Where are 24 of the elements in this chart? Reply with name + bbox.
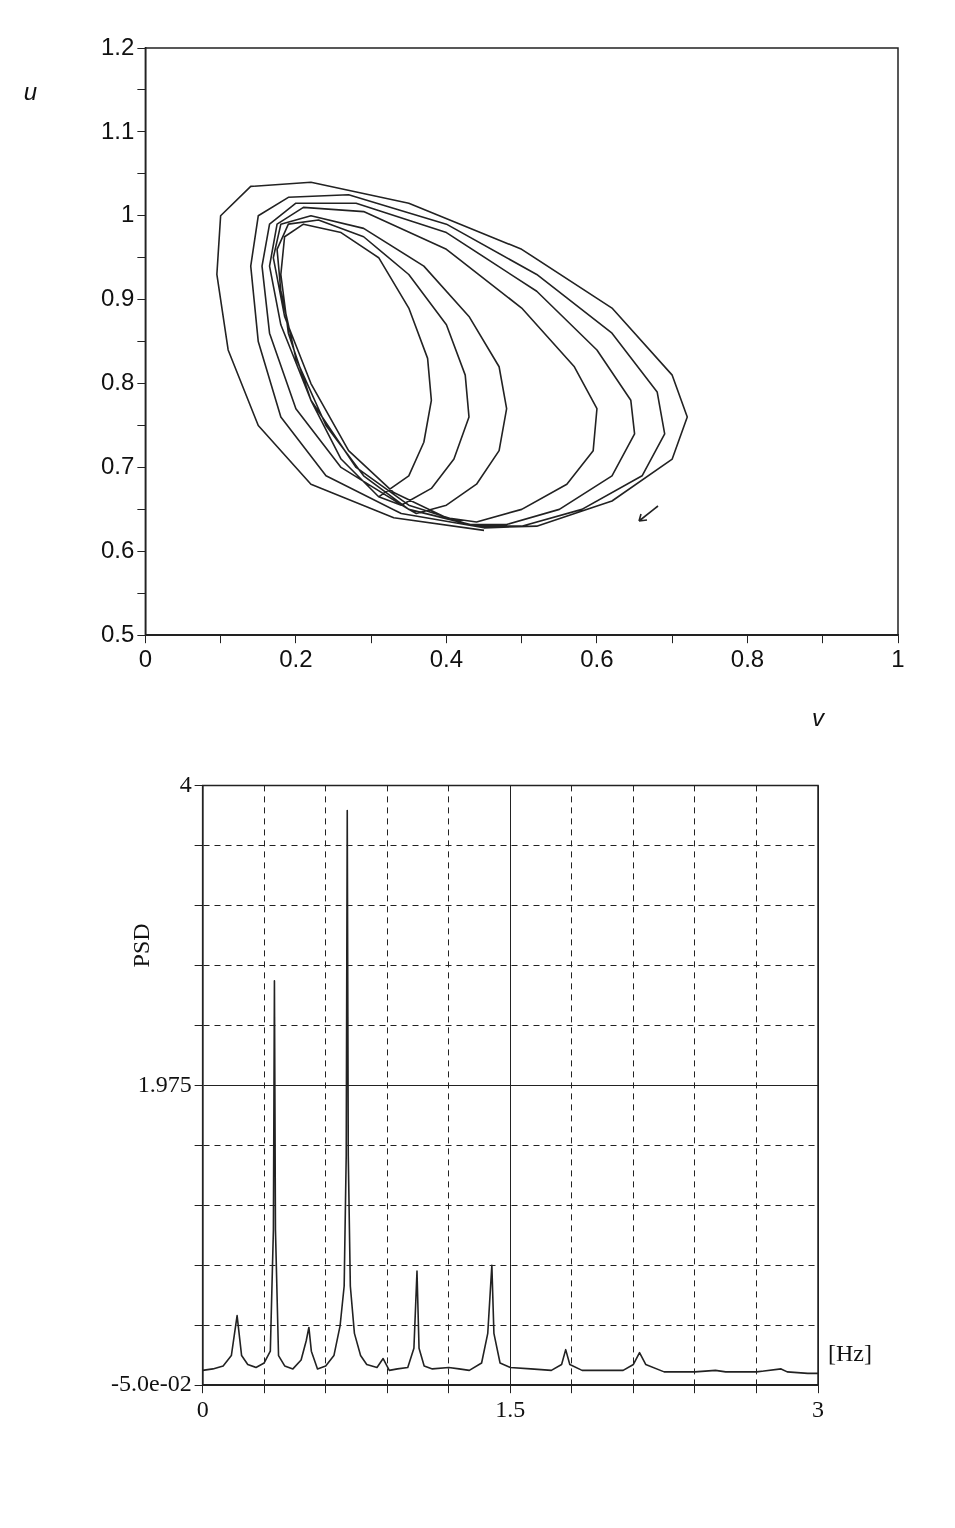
y-tick-label: 0.8 (100, 368, 135, 396)
x-tick-label: 0.6 (580, 645, 614, 673)
x-tick-label: 1 (891, 645, 905, 673)
y-tick-label: 1 (121, 200, 135, 228)
x-axis-title: [Hz] (828, 1340, 872, 1367)
x-tick-label: 0.2 (279, 645, 313, 673)
y-tick-label: 4 (179, 770, 192, 797)
y-tick-label: 1.975 (137, 1070, 192, 1097)
x-tick-label: 1.5 (495, 1395, 526, 1422)
x-tick-label: 0.8 (730, 645, 765, 673)
x-tick-label: 0 (196, 1395, 209, 1422)
y-tick-label: 0.7 (100, 452, 135, 480)
x-tick-label: 3 (812, 1395, 824, 1422)
y-tick-label: 0.6 (100, 535, 135, 563)
x-tick-label: 0 (138, 645, 153, 673)
y-axis-title: u (23, 77, 38, 105)
y-axis-title: PSD (127, 923, 154, 968)
x-tick-label: 0.4 (429, 645, 464, 673)
y-tick-label: -5.0e-02 (111, 1370, 192, 1397)
x-axis-title: v (812, 703, 826, 731)
y-tick-label: 1.1 (100, 116, 135, 144)
y-tick-label: 0.9 (100, 284, 135, 312)
y-tick-label: 1.2 (100, 32, 135, 60)
y-tick-label: 0.5 (100, 619, 135, 647)
